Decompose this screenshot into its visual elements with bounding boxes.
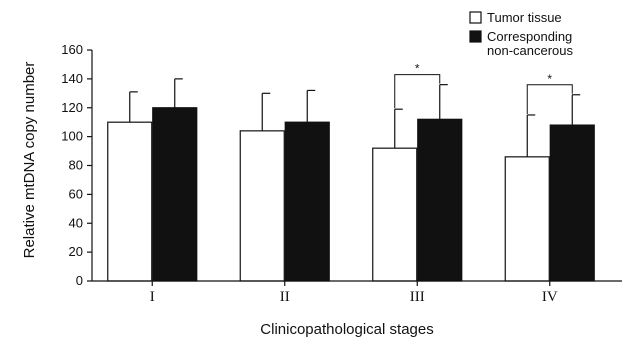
- significance-asterisk-III: *: [415, 62, 420, 76]
- bar-noncancerous-I: [152, 107, 198, 282]
- significance-bracket-IV: [526, 84, 573, 114]
- legend: Tumor tissue Corresponding non-cancerous: [469, 10, 573, 58]
- legend-label-noncancerous-line1: Corresponding: [487, 29, 572, 44]
- x-axis: I II III IV: [92, 280, 622, 305]
- y-tick-label: 140: [61, 71, 83, 86]
- x-tick-label-III: III: [410, 289, 425, 305]
- y-axis-title: Relative mtDNA copy number: [21, 62, 38, 259]
- bar-tumor-I: [107, 121, 153, 282]
- bar-tumor-II: [239, 130, 285, 282]
- legend-label-tumor: Tumor tissue: [487, 10, 562, 25]
- significance-markers: **: [394, 62, 573, 114]
- y-tick-label: 0: [76, 273, 83, 288]
- significance-bracket-III: [394, 74, 441, 109]
- x-tick-label-II: II: [280, 289, 290, 305]
- y-tick-label: 60: [69, 186, 83, 201]
- y-tick-label: 40: [69, 215, 83, 230]
- legend-label-noncancerous-line2: non-cancerous: [487, 43, 573, 58]
- legend-swatch-noncancerous: [469, 30, 482, 43]
- bar-noncancerous-II: [284, 121, 330, 282]
- y-tick-label: 100: [61, 129, 83, 144]
- bar-noncancerous-III: [417, 118, 463, 282]
- y-tick-label: 120: [61, 100, 83, 115]
- x-tick-label-I: I: [150, 289, 155, 305]
- significance-asterisk-IV: *: [547, 72, 552, 86]
- bar-tumor-III: [372, 147, 418, 282]
- bar-tumor-IV: [504, 156, 550, 282]
- y-tick-label: 160: [61, 42, 83, 57]
- bar-noncancerous-IV: [549, 124, 595, 282]
- y-tick-label: 20: [69, 244, 83, 259]
- x-axis-title: Clinicopathological stages: [260, 321, 433, 338]
- x-tick-label-IV: IV: [542, 289, 558, 305]
- y-tick-label: 80: [69, 158, 83, 173]
- bars: [107, 78, 595, 282]
- y-axis: 0 20 40 60 80 100 120 140 160: [61, 42, 93, 288]
- legend-swatch-tumor: [469, 11, 482, 24]
